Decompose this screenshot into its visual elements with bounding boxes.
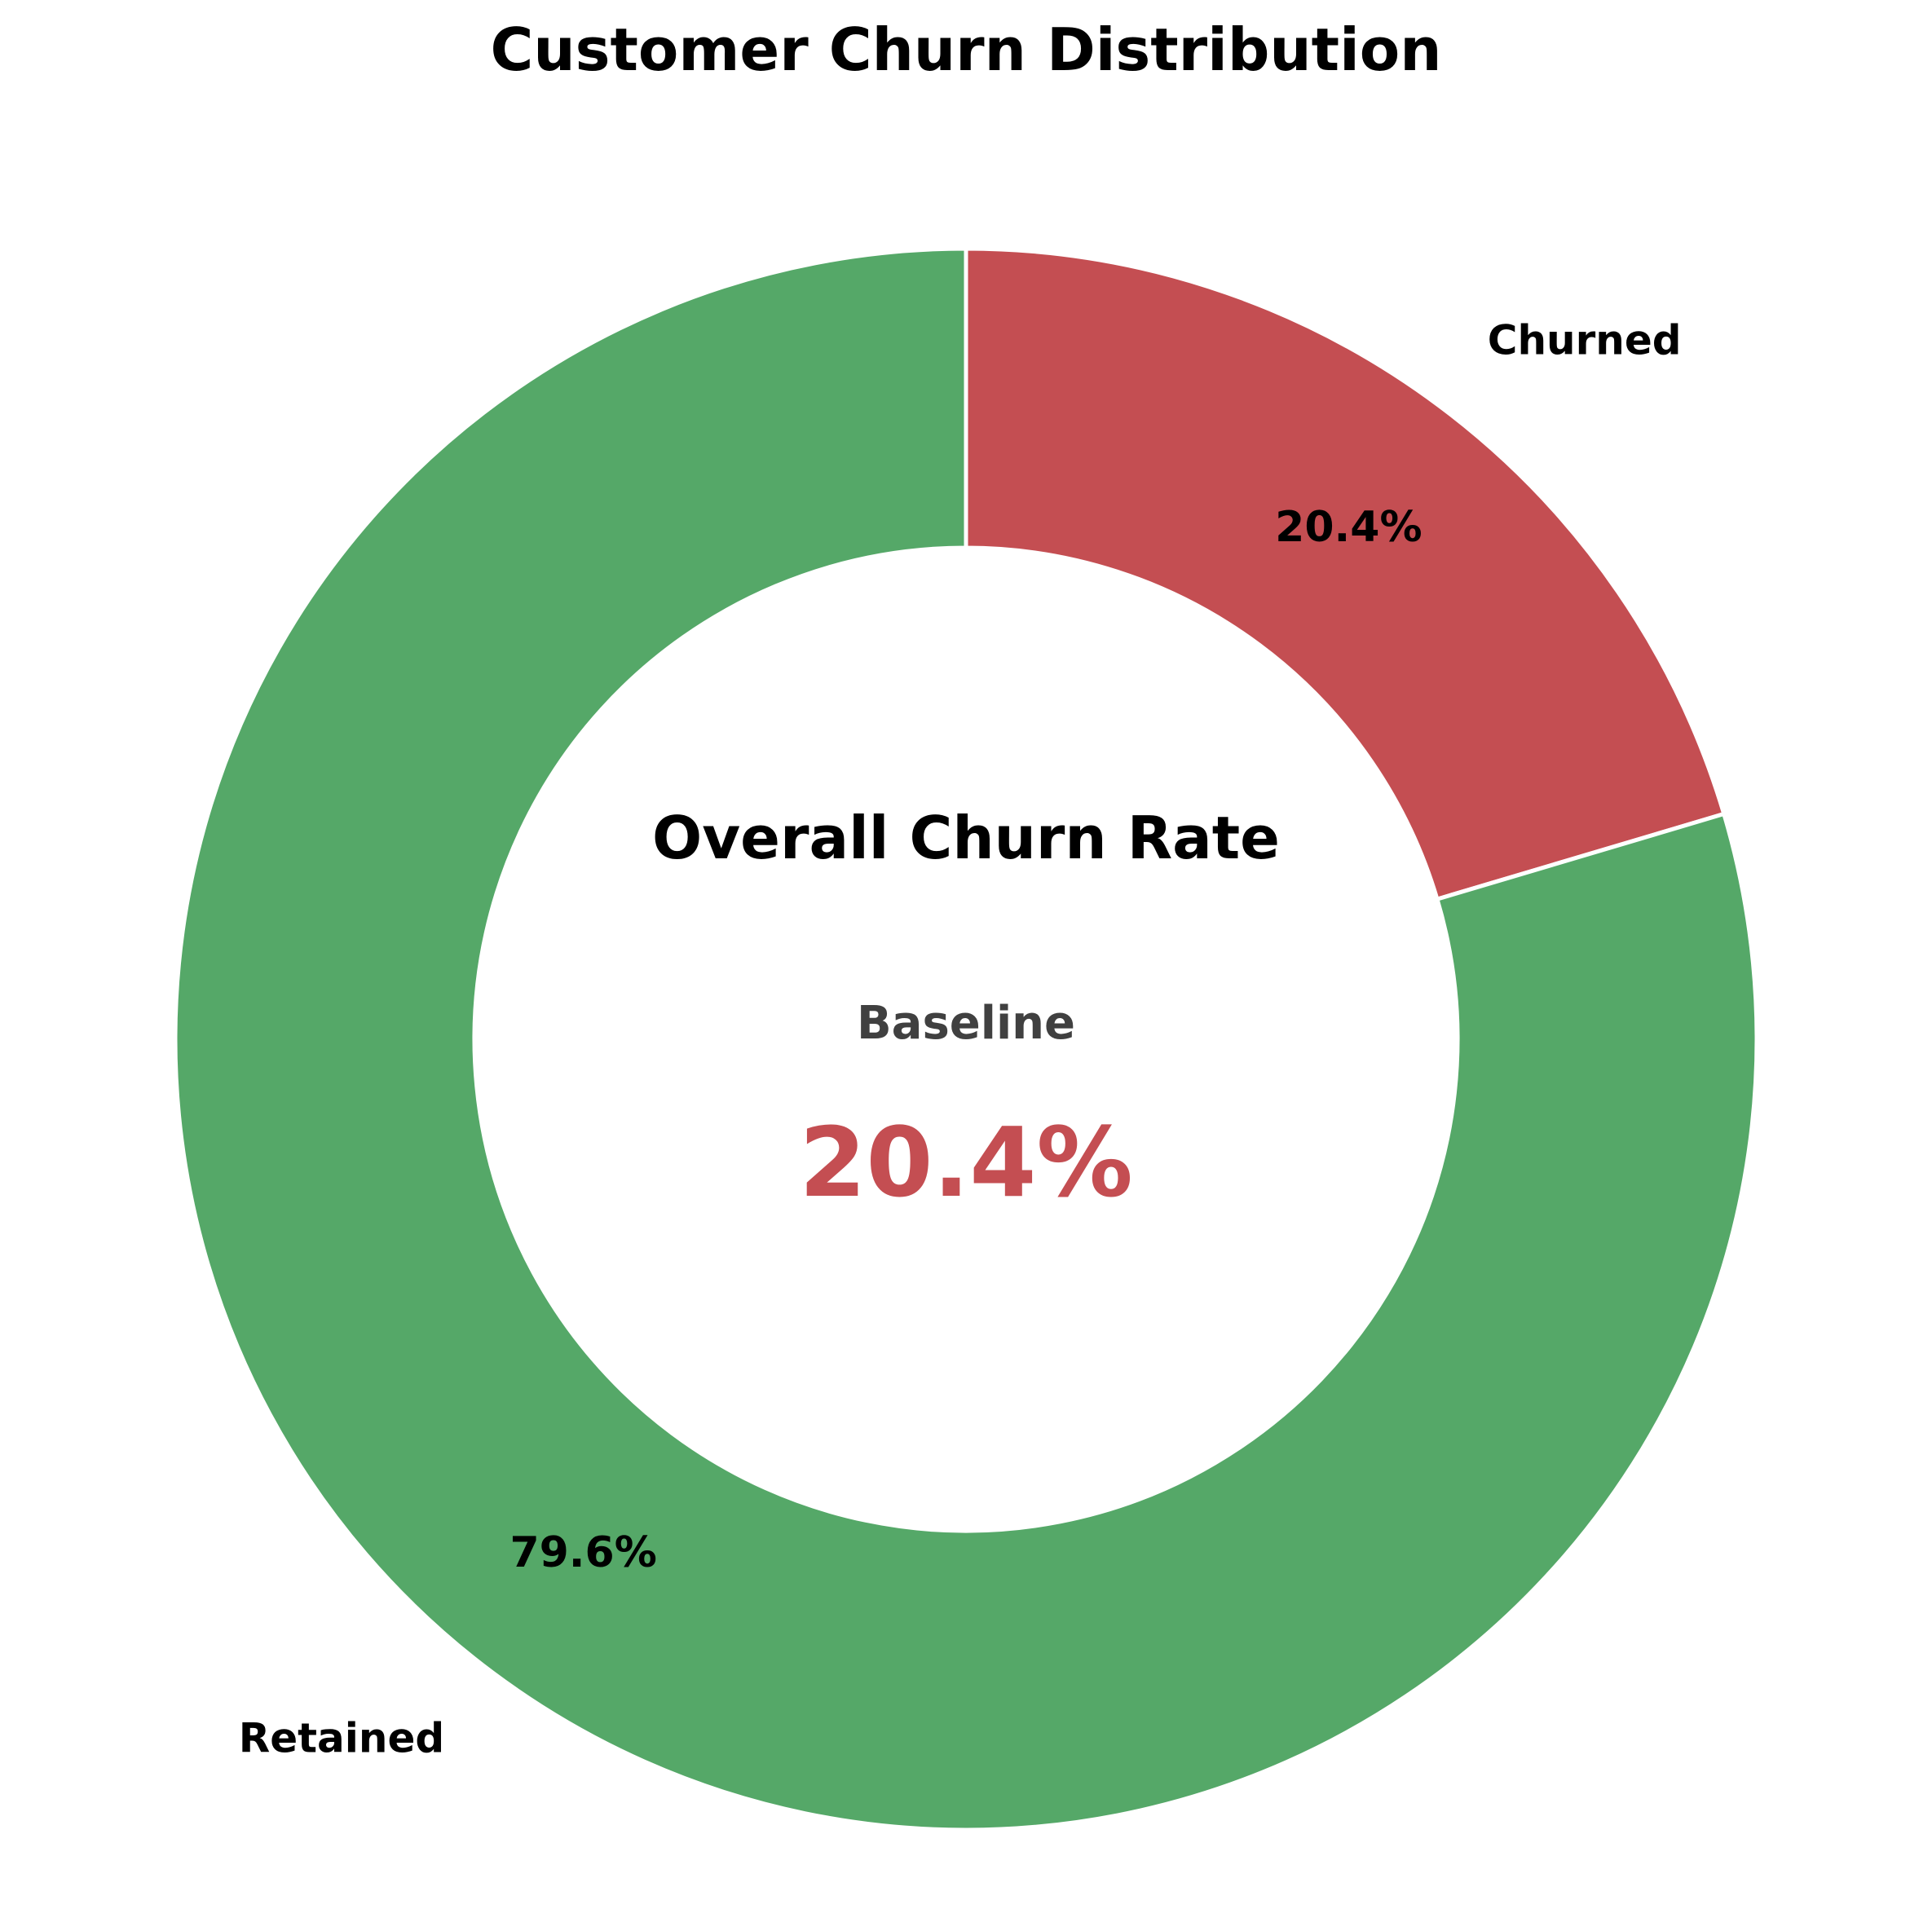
wedge-labels: Churned 20.4% Retained 79.6% xyxy=(239,316,1682,1761)
category-label-churned: Churned xyxy=(1488,316,1682,364)
wedge-retained xyxy=(173,246,1759,1832)
center-subheading: Baseline xyxy=(857,997,1075,1050)
donut-wedges xyxy=(173,246,1759,1832)
center-heading: Overall Churn Rate xyxy=(652,804,1280,872)
wedge-churned xyxy=(964,246,1727,902)
category-label-retained: Retained xyxy=(239,1715,445,1762)
center-churn-rate-value: 20.4% xyxy=(799,1106,1132,1219)
percent-label-retained: 79.6% xyxy=(509,1528,656,1577)
percent-label-churned: 20.4% xyxy=(1275,503,1422,552)
chart-title: Customer Churn Distribution xyxy=(491,15,1442,84)
